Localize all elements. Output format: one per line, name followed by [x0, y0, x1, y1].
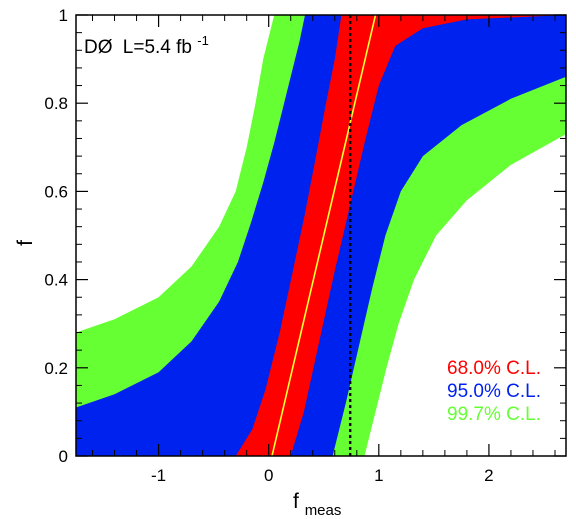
- y-tick-label: 0.2: [44, 359, 68, 378]
- legend-entry-950: 95.0% C.L.: [447, 381, 541, 402]
- plot-frame: [75, 14, 567, 457]
- confidence-bands: [76, 15, 566, 456]
- y-tick-label: 0.6: [44, 182, 68, 201]
- y-tick-label: 0.8: [44, 94, 68, 113]
- x-axis-label: f meas: [293, 490, 341, 519]
- y-tick-label: 1: [59, 6, 68, 25]
- y-tick-label: 0.4: [44, 271, 68, 290]
- legend-entry-997: 99.7% C.L.: [447, 404, 541, 425]
- x-tick-label: 2: [484, 466, 493, 485]
- experiment-lumi: L=5.4 fb: [123, 37, 192, 58]
- diagonal-line: [271, 15, 377, 456]
- experiment-name: DØ: [84, 37, 113, 58]
- x-tick-label: -1: [151, 466, 166, 485]
- overlay-lines: [271, 15, 377, 456]
- y-tick-label: 0: [59, 447, 68, 466]
- legend-entry-680: 68.0% C.L.: [447, 358, 541, 379]
- axis-ticks: -1 0 1 2 0 0.2 0.4 0.6 0.8 1: [44, 6, 566, 485]
- x-axis-label-main: f: [293, 490, 299, 513]
- y-axis-label: f: [14, 240, 37, 246]
- experiment-label: DØ L=5.4 fb -1: [84, 33, 209, 58]
- experiment-lumi-exponent: -1: [197, 33, 209, 48]
- x-axis-label-subscript: meas: [305, 502, 342, 519]
- band-680: [76, 15, 566, 456]
- x-tick-label: 1: [374, 466, 383, 485]
- legend: 68.0% C.L.95.0% C.L.99.7% C.L.: [447, 358, 541, 425]
- x-tick-label: 0: [264, 466, 273, 485]
